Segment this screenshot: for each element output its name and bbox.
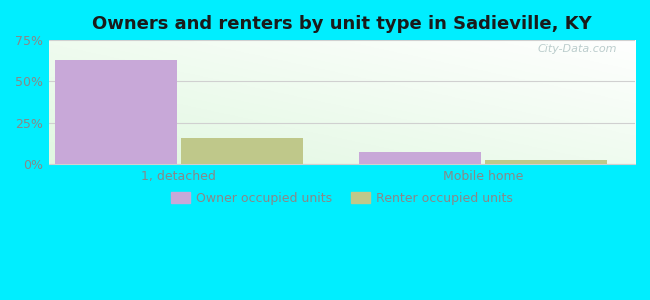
Bar [359, 152, 481, 164]
Legend: Owner occupied units, Renter occupied units: Owner occupied units, Renter occupied un… [166, 187, 517, 210]
Text: City-Data.com: City-Data.com [538, 44, 617, 54]
Bar [485, 160, 606, 164]
Title: Owners and renters by unit type in Sadieville, KY: Owners and renters by unit type in Sadie… [92, 15, 592, 33]
Bar [181, 138, 303, 164]
Bar [55, 60, 177, 164]
